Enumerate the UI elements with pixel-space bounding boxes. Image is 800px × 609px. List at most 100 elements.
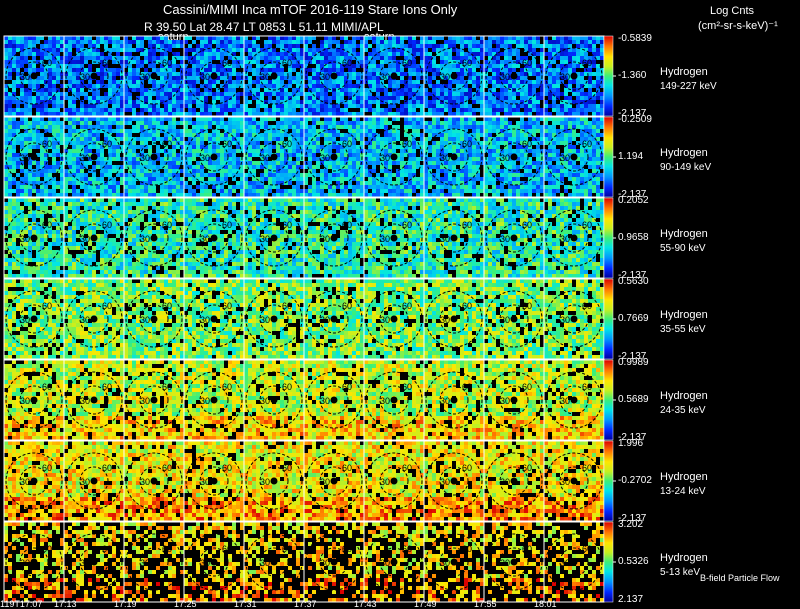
contour-label: 30	[200, 315, 210, 325]
contour-label: 60	[462, 463, 472, 473]
contour-label: 60	[42, 382, 52, 392]
tile: 30 60	[123, 35, 185, 117]
contour-label: 30	[500, 315, 510, 325]
tile: 30 60	[483, 278, 545, 360]
tile: 30 60	[423, 440, 485, 522]
tile: 30 60	[123, 440, 185, 522]
tile: 30 60	[123, 359, 185, 441]
colorbar-min: 2.137	[618, 594, 644, 605]
time-label: 17:19	[114, 599, 137, 609]
contour-label: 30	[80, 315, 90, 325]
contour-label: 60	[582, 463, 592, 473]
tile: 30 60	[123, 116, 185, 198]
contour-label: 30	[20, 558, 30, 568]
bfield-note: B-field Particle Flow	[700, 573, 780, 583]
contour-label: 60	[222, 139, 232, 149]
contour-label: 30	[320, 72, 330, 82]
tile: 30 60	[303, 35, 365, 117]
contour-label: 30	[20, 234, 30, 244]
time-label: 119T17:07	[0, 599, 43, 609]
tile: 30 60	[3, 359, 65, 441]
tile: 30 60	[363, 278, 425, 360]
colorbar	[603, 197, 614, 279]
tile: 30 60	[483, 35, 545, 117]
contour-label: 60	[462, 301, 472, 311]
contour-label: 60	[342, 301, 352, 311]
contour-label: 30	[320, 315, 330, 325]
contour-label: 60	[222, 382, 232, 392]
species-label: Hydrogen	[660, 390, 708, 402]
contour-label: 30	[80, 477, 90, 487]
species-label: Hydrogen	[660, 552, 708, 564]
colorbar-mid: 0.9658	[618, 232, 649, 243]
contour-label: 60	[342, 58, 352, 68]
contour-label: 60	[42, 301, 52, 311]
contour-label: 60	[282, 139, 292, 149]
tile: 30 60	[543, 278, 605, 360]
contour-label: 60	[522, 544, 532, 554]
contour-label: 60	[102, 382, 112, 392]
tile: 30 60	[3, 521, 65, 603]
tile: 30 60	[183, 278, 245, 360]
contour-label: 30	[260, 558, 270, 568]
contour-label: 60	[462, 220, 472, 230]
colorbar-min: -2.137	[618, 189, 647, 200]
contour-label: 60	[462, 544, 472, 554]
contour-label: 60	[342, 544, 352, 554]
contour-label: 30	[500, 72, 510, 82]
contour-label: 30	[260, 477, 270, 487]
colorbar-mid: 0.7669	[618, 313, 649, 324]
contour-label: 60	[582, 301, 592, 311]
tile: 30 60	[303, 116, 365, 198]
contour-label: 60	[222, 220, 232, 230]
panel-3: 30 60 30 60 30 60 30 60 30 60 30 60 30 60 30 60 30 60 30 60	[3, 278, 605, 360]
contour-label: 60	[402, 463, 412, 473]
contour-label: 30	[500, 153, 510, 163]
tile: 30 60	[3, 440, 65, 522]
contour-label: 30	[320, 396, 330, 406]
tile: 30 60	[423, 197, 485, 279]
contour-label: 30	[200, 477, 210, 487]
energy-range: 13-24 keV	[660, 486, 706, 497]
panel-5: 30 60 30 60 30 60 30 60 30 60 30 60 30 60 30 60 30 60 30 60	[3, 440, 605, 522]
contour-label: 30	[500, 558, 510, 568]
species-label: Hydrogen	[660, 147, 708, 159]
contour-label: 30	[140, 153, 150, 163]
tile: 30 60	[303, 521, 365, 603]
units-formula: (cm²-sr-s-keV)⁻¹	[698, 20, 778, 32]
tile: 30 60	[483, 440, 545, 522]
contour-label: 30	[380, 72, 390, 82]
contour-label: 60	[162, 301, 172, 311]
panel-1: 30 60 30 60 30 60 30 60 30 60 30 60 30 60 30 60 30 60 30 60	[3, 116, 605, 198]
contour-label: 60	[282, 382, 292, 392]
colorbar	[603, 278, 614, 360]
contour-label: 30	[380, 558, 390, 568]
contour-label: 30	[200, 153, 210, 163]
contour-label: 60	[282, 301, 292, 311]
contour-label: 60	[402, 220, 412, 230]
contour-label: 60	[162, 220, 172, 230]
contour-label: 60	[342, 382, 352, 392]
energy-range: 24-35 keV	[660, 405, 706, 416]
contour-label: 30	[260, 72, 270, 82]
panel-6: 30 60 30 60 30 60 30 60 30 60 30 60 30 60 30 60 30 60 30 60	[3, 521, 605, 603]
contour-label: 30	[140, 477, 150, 487]
tile: 30 60	[123, 521, 185, 603]
contour-label: 30	[560, 315, 570, 325]
tile: 30 60	[483, 197, 545, 279]
contour-label: 30	[200, 72, 210, 82]
contour-label: 60	[582, 139, 592, 149]
tile: 30 60	[303, 197, 365, 279]
contour-label: 60	[522, 58, 532, 68]
contour-label: 60	[162, 382, 172, 392]
time-label: 17:43	[354, 599, 377, 609]
tile: 30 60	[543, 116, 605, 198]
time-label: 17:55	[474, 599, 497, 609]
contour-label: 30	[380, 234, 390, 244]
tile: 30 60	[63, 197, 125, 279]
chart-title: Cassini/MIMI Inca mTOF 2016-119 Stare Io…	[163, 2, 458, 17]
contour-label: 30	[200, 234, 210, 244]
contour-label: 30	[140, 234, 150, 244]
tile: 30 60	[363, 197, 425, 279]
